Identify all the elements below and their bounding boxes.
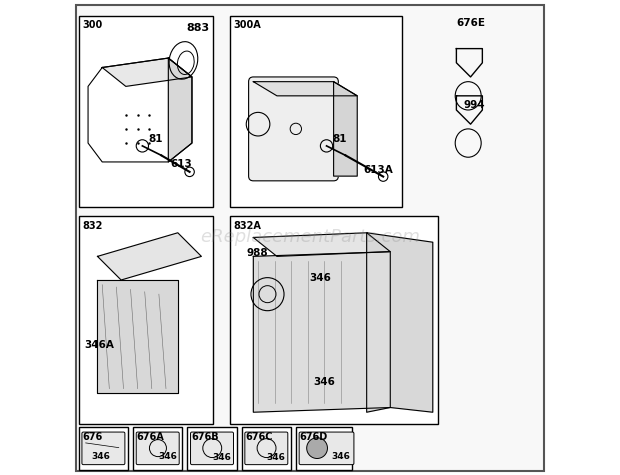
Text: 300: 300 bbox=[82, 20, 103, 30]
FancyBboxPatch shape bbox=[76, 5, 544, 471]
Text: 676: 676 bbox=[82, 432, 103, 442]
Text: 676E: 676E bbox=[456, 18, 485, 28]
FancyBboxPatch shape bbox=[242, 428, 291, 470]
Text: 613A: 613A bbox=[363, 165, 392, 175]
Text: 346: 346 bbox=[212, 453, 231, 462]
FancyBboxPatch shape bbox=[296, 428, 353, 470]
Text: 346: 346 bbox=[314, 377, 335, 387]
Text: 832A: 832A bbox=[234, 221, 262, 231]
FancyBboxPatch shape bbox=[230, 16, 402, 207]
Polygon shape bbox=[169, 58, 192, 162]
Text: 676C: 676C bbox=[246, 432, 273, 442]
FancyBboxPatch shape bbox=[245, 432, 288, 465]
Text: 883: 883 bbox=[186, 23, 210, 33]
Text: 613: 613 bbox=[170, 159, 192, 169]
Text: 346: 346 bbox=[92, 452, 111, 461]
Polygon shape bbox=[254, 252, 390, 412]
FancyBboxPatch shape bbox=[79, 16, 213, 207]
Polygon shape bbox=[102, 58, 192, 86]
FancyBboxPatch shape bbox=[187, 428, 237, 470]
Text: 676B: 676B bbox=[191, 432, 219, 442]
Polygon shape bbox=[97, 233, 202, 280]
Text: 81: 81 bbox=[149, 134, 163, 144]
FancyBboxPatch shape bbox=[190, 432, 234, 465]
Polygon shape bbox=[366, 233, 433, 412]
Text: 988: 988 bbox=[246, 247, 268, 257]
Text: 346A: 346A bbox=[84, 340, 114, 350]
FancyBboxPatch shape bbox=[82, 432, 125, 465]
FancyBboxPatch shape bbox=[249, 77, 339, 181]
FancyBboxPatch shape bbox=[79, 428, 128, 470]
Polygon shape bbox=[254, 233, 390, 256]
FancyBboxPatch shape bbox=[79, 216, 213, 424]
Circle shape bbox=[307, 438, 327, 458]
FancyBboxPatch shape bbox=[136, 432, 179, 465]
FancyBboxPatch shape bbox=[133, 428, 182, 470]
Text: 676A: 676A bbox=[136, 432, 164, 442]
Text: 346: 346 bbox=[267, 453, 285, 462]
Text: 676D: 676D bbox=[299, 432, 328, 442]
Text: 994: 994 bbox=[464, 100, 485, 110]
Text: eReplacementParts.com: eReplacementParts.com bbox=[200, 228, 420, 247]
Text: 346: 346 bbox=[309, 273, 331, 283]
Text: 346: 346 bbox=[331, 452, 350, 461]
Polygon shape bbox=[334, 82, 357, 176]
FancyBboxPatch shape bbox=[230, 216, 438, 424]
Text: 300A: 300A bbox=[234, 20, 261, 30]
Text: 81: 81 bbox=[333, 134, 347, 144]
FancyBboxPatch shape bbox=[299, 432, 354, 465]
Text: 346: 346 bbox=[158, 452, 177, 461]
Text: 832: 832 bbox=[82, 221, 103, 231]
Polygon shape bbox=[97, 280, 178, 393]
Polygon shape bbox=[254, 82, 357, 96]
